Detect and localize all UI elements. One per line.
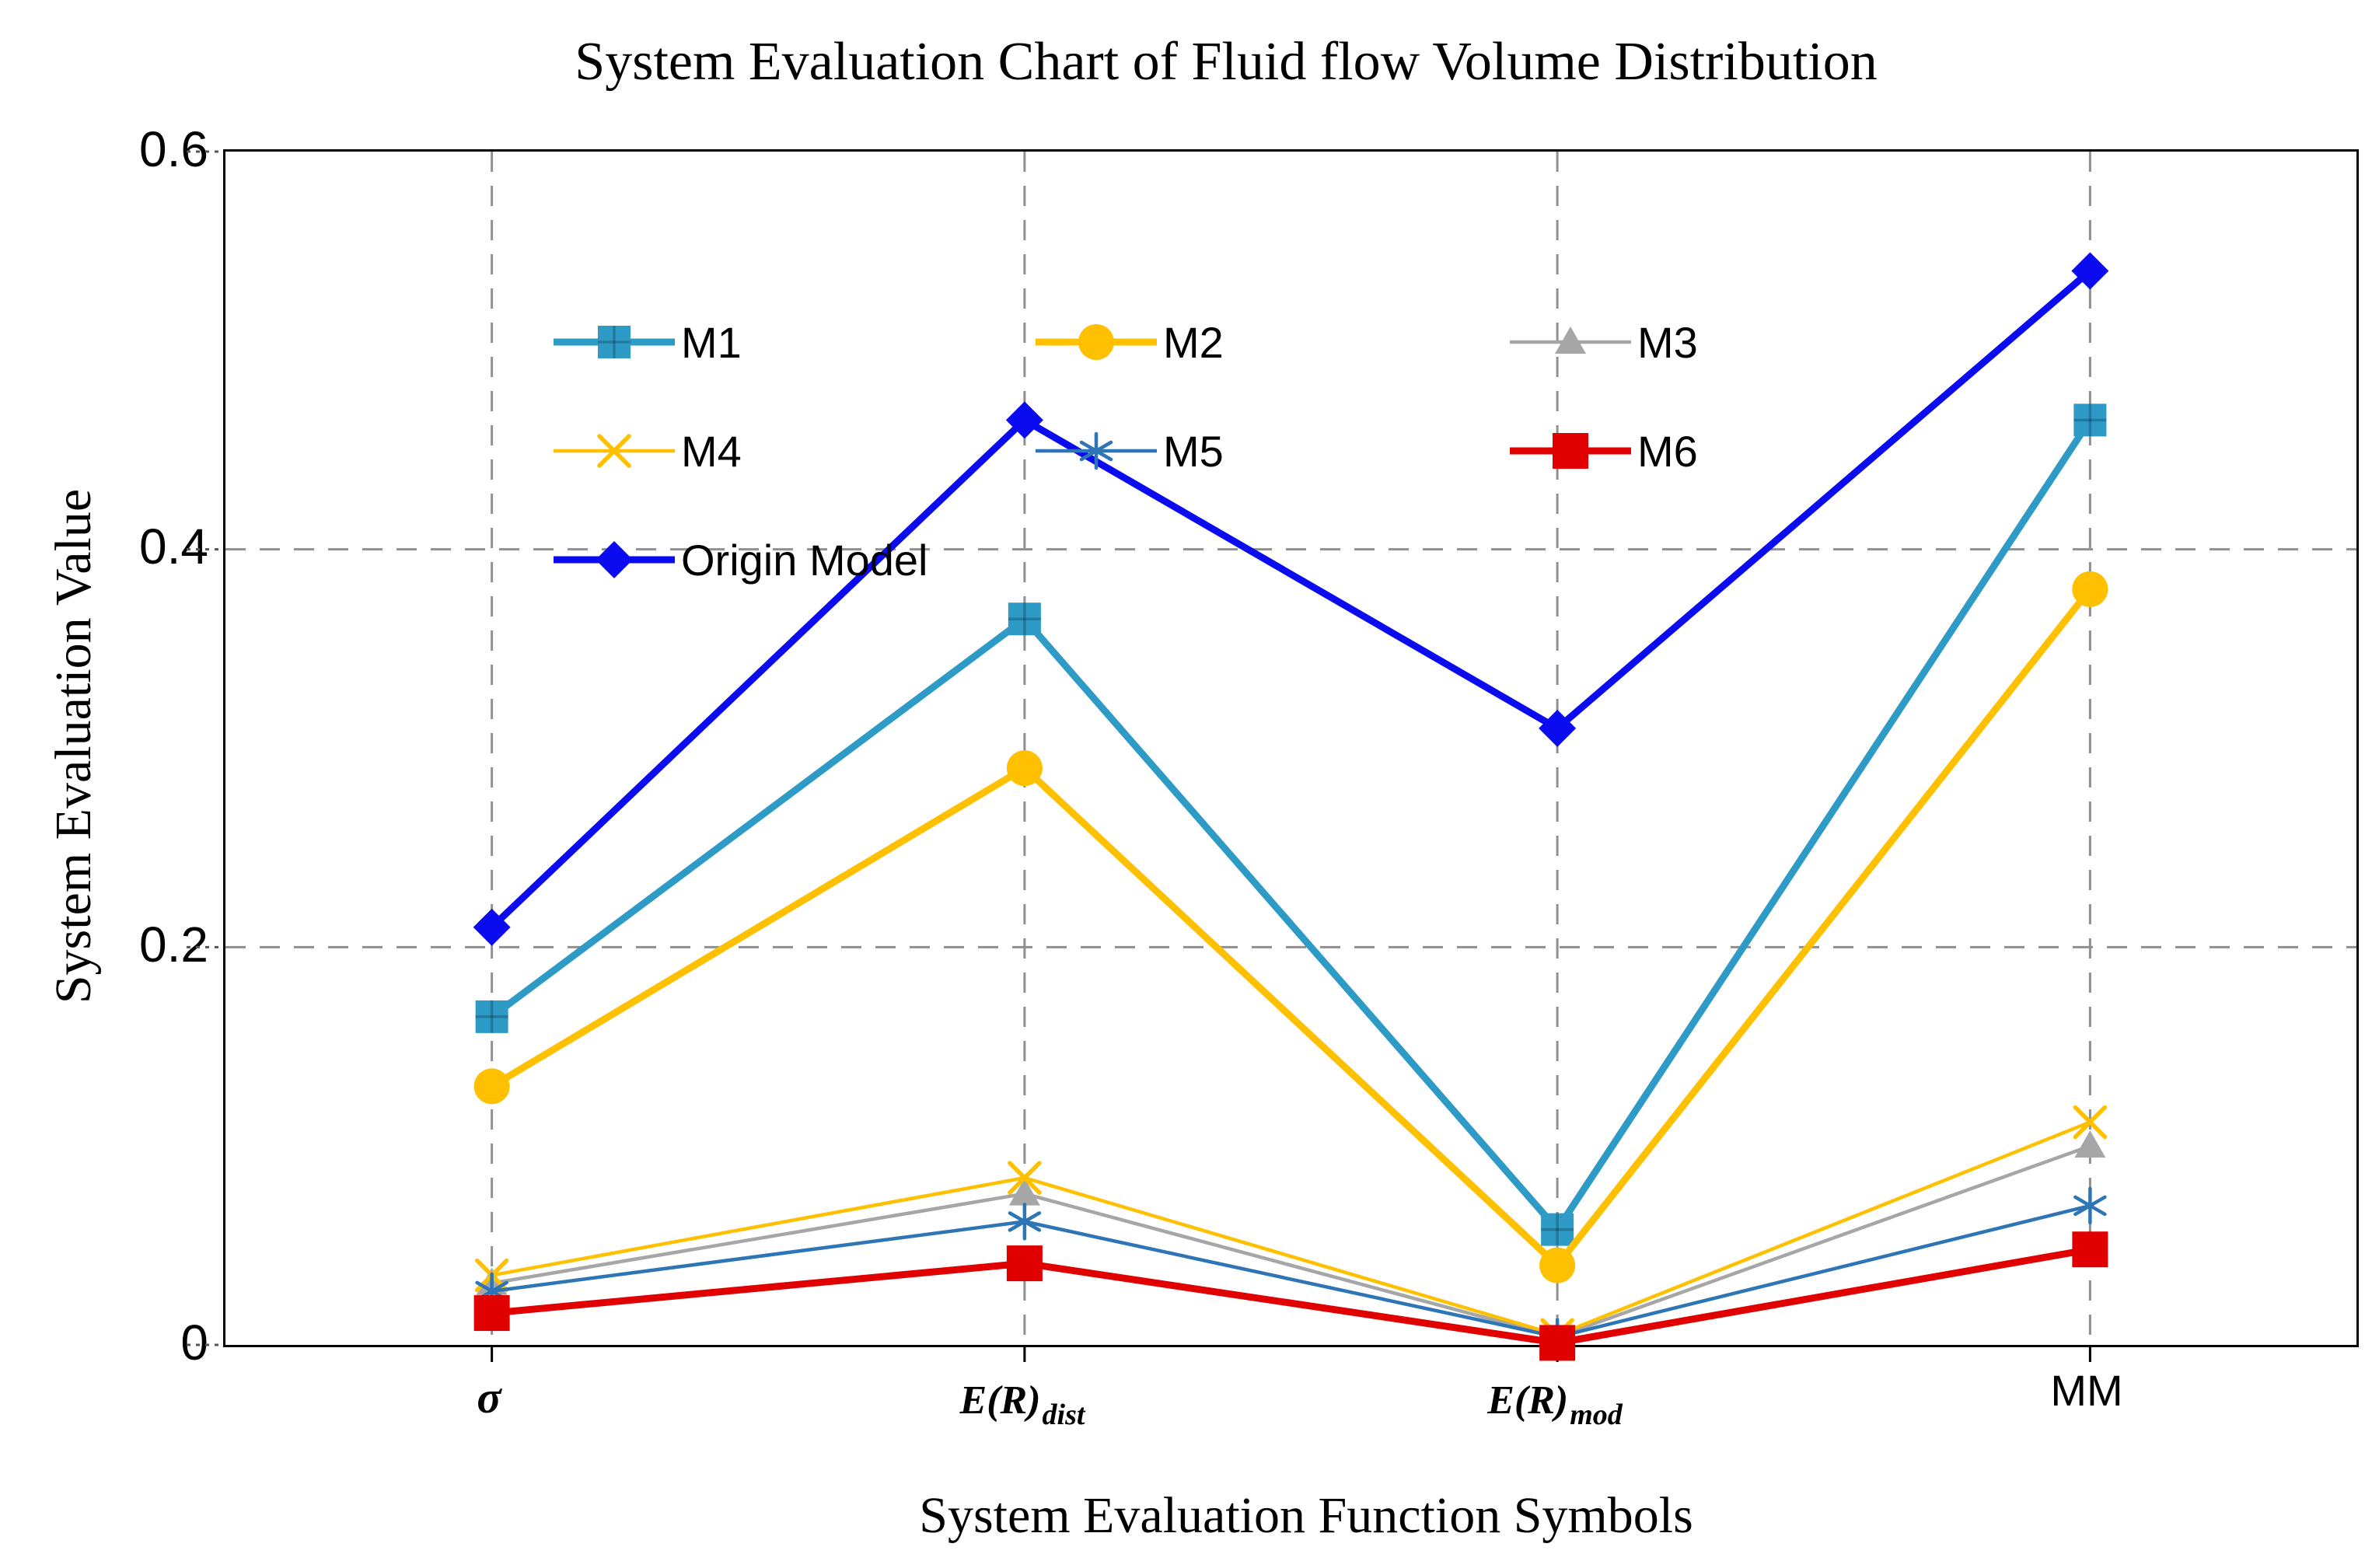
legend-label: M3 (1637, 317, 1698, 367)
data-point-marker (596, 541, 633, 578)
legend-marker-origin-model (554, 541, 675, 578)
y-axis-tick-label: 0 (180, 1315, 208, 1371)
y-axis-tick-label: 0.4 (139, 519, 208, 574)
plot-area: M1 M2 M3 M4 M5 M6 Origin Model (187, 149, 2359, 1362)
category-text: σ (477, 1372, 501, 1423)
legend-item-m3: M3 (1508, 295, 1698, 389)
data-point-marker (1079, 431, 1113, 470)
data-point-marker (1539, 1247, 1576, 1283)
category-text: E(R) (1487, 1378, 1569, 1423)
x-axis-tick-label-er-mod: E(R)mod (1487, 1378, 1623, 1431)
legend-item-m2: M2 (1034, 295, 1224, 389)
legend-label: M2 (1163, 317, 1224, 367)
data-point-marker (1006, 750, 1043, 787)
x-axis-title: System Evaluation Function Symbols (919, 1487, 1693, 1544)
x-axis-tick-label-sigma: σ (477, 1371, 502, 1423)
legend-marker-m3 (1510, 327, 1631, 354)
data-point-marker (473, 1068, 510, 1105)
y-axis-tick-label: 0.2 (139, 917, 208, 973)
data-point-marker (1553, 433, 1588, 469)
data-point-marker (2072, 571, 2108, 607)
data-point-marker (598, 326, 631, 358)
series-m1 (475, 403, 2107, 1246)
data-point-marker (1005, 401, 1043, 439)
series-m6 (473, 1231, 2108, 1361)
data-point-marker (1006, 1245, 1043, 1282)
series-m2 (473, 571, 2108, 1283)
data-point-marker (1008, 1178, 1040, 1206)
y-axis-title: System Evaluation Value (45, 488, 102, 1004)
legend-marker-m4 (554, 434, 675, 468)
y-axis-tick-label: 0.6 (139, 121, 208, 177)
legend-marker-m1 (554, 326, 675, 358)
legend-item-m6: M6 (1508, 404, 1698, 498)
series-origin-model (473, 252, 2109, 946)
legend-marker-m2 (1036, 324, 1157, 360)
category-subscript: dist (1042, 1399, 1085, 1431)
data-point-marker (1555, 327, 1586, 354)
legend-label: Origin Model (681, 535, 928, 585)
category-text: E(R) (959, 1378, 1041, 1423)
data-point-marker (1541, 1213, 1574, 1246)
data-point-marker (2071, 252, 2109, 290)
legend-item-origin-model: Origin Model (552, 513, 927, 606)
series-m3 (476, 1130, 2106, 1349)
category-subscript: mod (1570, 1399, 1623, 1431)
legend-label: M6 (1637, 426, 1698, 476)
data-point-marker (1008, 1203, 1042, 1241)
legend: M1 M2 M3 M4 M5 M6 Origin Model (552, 295, 2107, 630)
data-point-marker (2073, 1186, 2107, 1225)
legend-marker-m5 (1036, 431, 1157, 470)
legend-label: M5 (1163, 426, 1224, 476)
data-point-marker (1008, 602, 1041, 636)
data-point-marker (2073, 403, 2107, 437)
data-point-marker (1078, 324, 1114, 360)
data-point-marker (1539, 709, 1577, 747)
data-point-marker (2073, 1105, 2108, 1140)
legend-item-m4: M4 (552, 404, 742, 498)
data-point-marker (1539, 1325, 1576, 1361)
x-axis-tick-label-mm: MM (2050, 1365, 2124, 1416)
data-point-marker (1008, 1161, 1042, 1195)
data-point-marker (597, 434, 631, 468)
data-point-marker (2072, 1231, 2108, 1268)
legend-marker-m6 (1510, 433, 1631, 469)
x-axis-tick-label-er-dist: E(R)dist (959, 1378, 1085, 1431)
chart-title: System Evaluation Chart of Fluid flow Vo… (575, 32, 1878, 92)
chart-canvas (187, 150, 2356, 1362)
category-text: MM (2050, 1366, 2123, 1415)
legend-label: M1 (681, 317, 742, 367)
legend-item-m1: M1 (552, 295, 742, 389)
legend-label: M4 (681, 426, 742, 476)
legend-item-m5: M5 (1034, 404, 1224, 498)
data-point-marker (475, 1000, 508, 1033)
data-point-marker (473, 1295, 510, 1332)
data-point-marker (2074, 1130, 2106, 1158)
data-point-marker (473, 908, 511, 946)
